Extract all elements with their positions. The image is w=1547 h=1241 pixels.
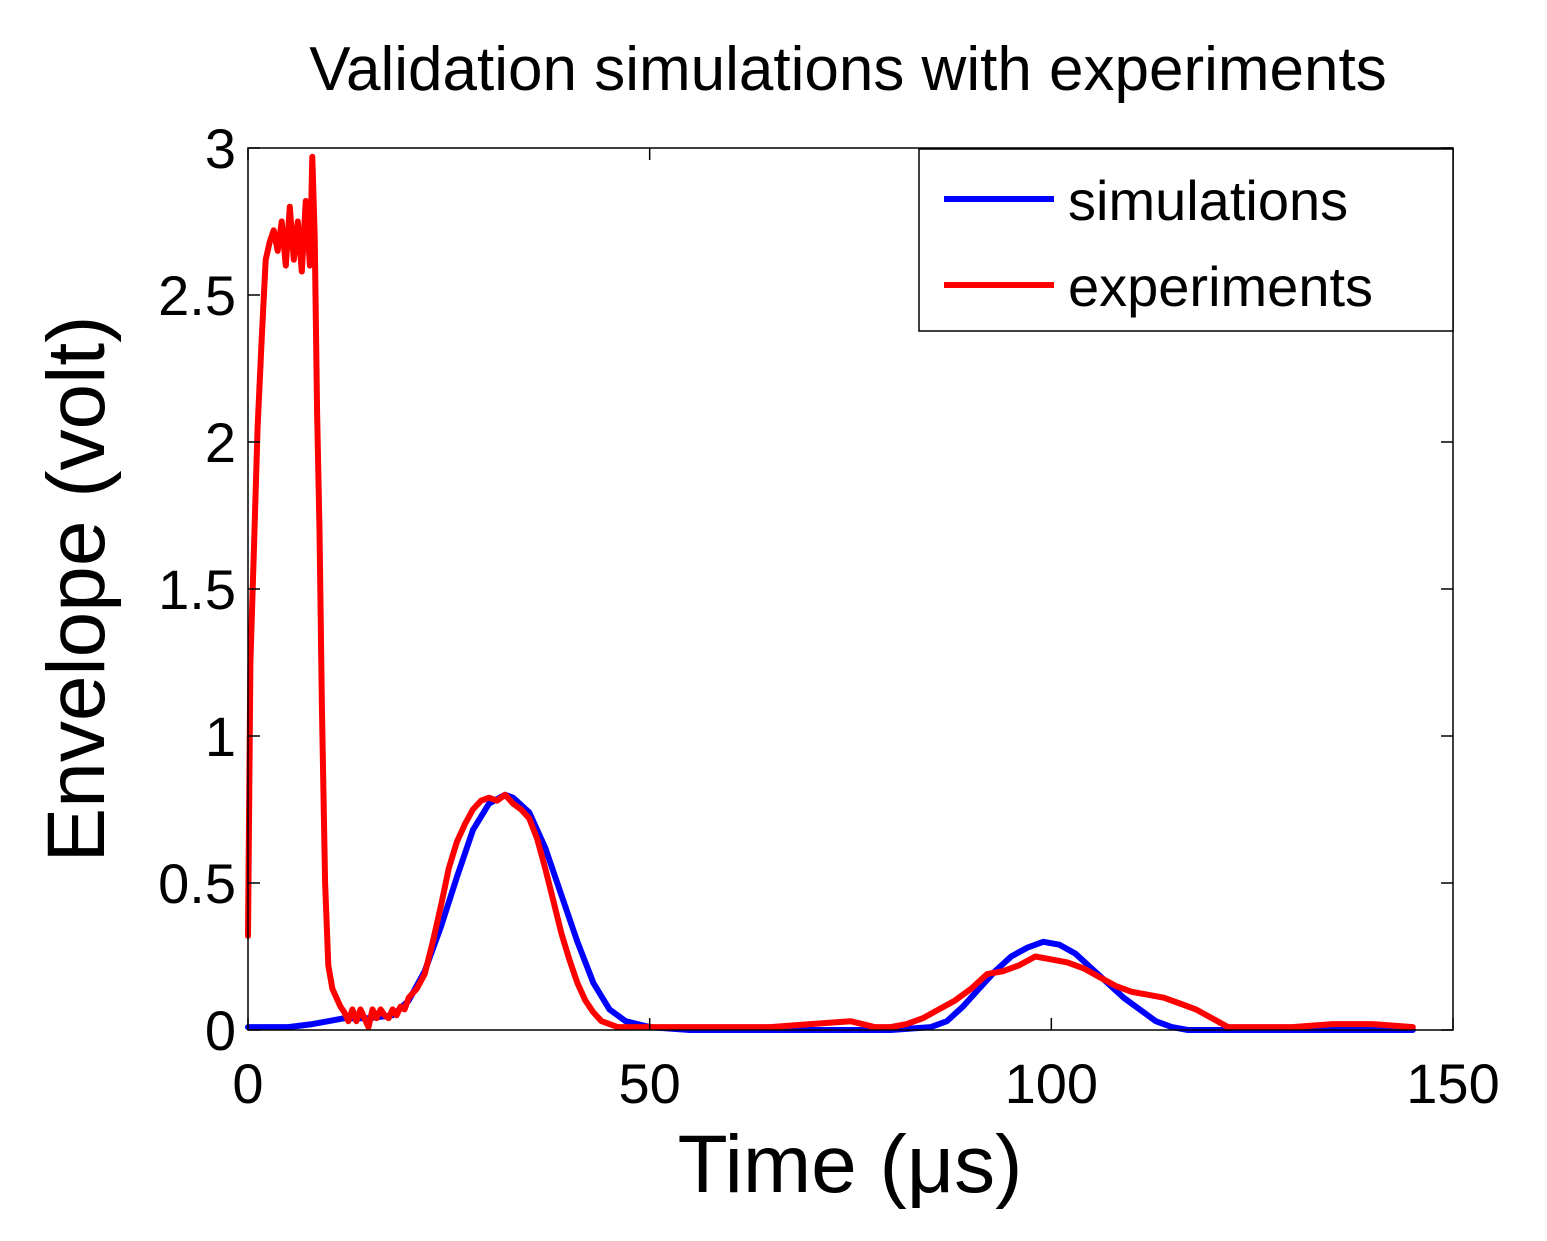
y-tick-label: 1 — [205, 705, 236, 768]
legend[interactable]: simulations experiments — [918, 148, 1454, 332]
x-tick-label: 150 — [1406, 1052, 1499, 1115]
x-tick-label: 50 — [619, 1052, 681, 1115]
x-axis-label: Time (μs) — [678, 1119, 1023, 1210]
y-tick-label: 2.5 — [158, 264, 236, 327]
y-tick-label: 1.5 — [158, 558, 236, 621]
ticks-layer: 0 50 100 150 0 0.5 1 1.5 2 2.5 3 — [158, 117, 1500, 1115]
y-tick-label: 0 — [205, 999, 236, 1062]
legend-label-experiments: experiments — [1068, 255, 1373, 318]
y-tick-label: 0.5 — [158, 852, 236, 915]
series-line-experiments — [245, 153, 1416, 1031]
y-tick-label: 2 — [205, 411, 236, 474]
y-tick-label: 3 — [205, 117, 236, 180]
legend-label-simulations: simulations — [1068, 169, 1348, 232]
x-tick-label: 100 — [1005, 1052, 1098, 1115]
x-tick-label: 0 — [232, 1052, 263, 1115]
y-axis-label: Envelope (volt) — [31, 316, 122, 863]
legend-box — [918, 148, 1454, 332]
chart-title: Validation simulations with experiments — [309, 35, 1386, 104]
